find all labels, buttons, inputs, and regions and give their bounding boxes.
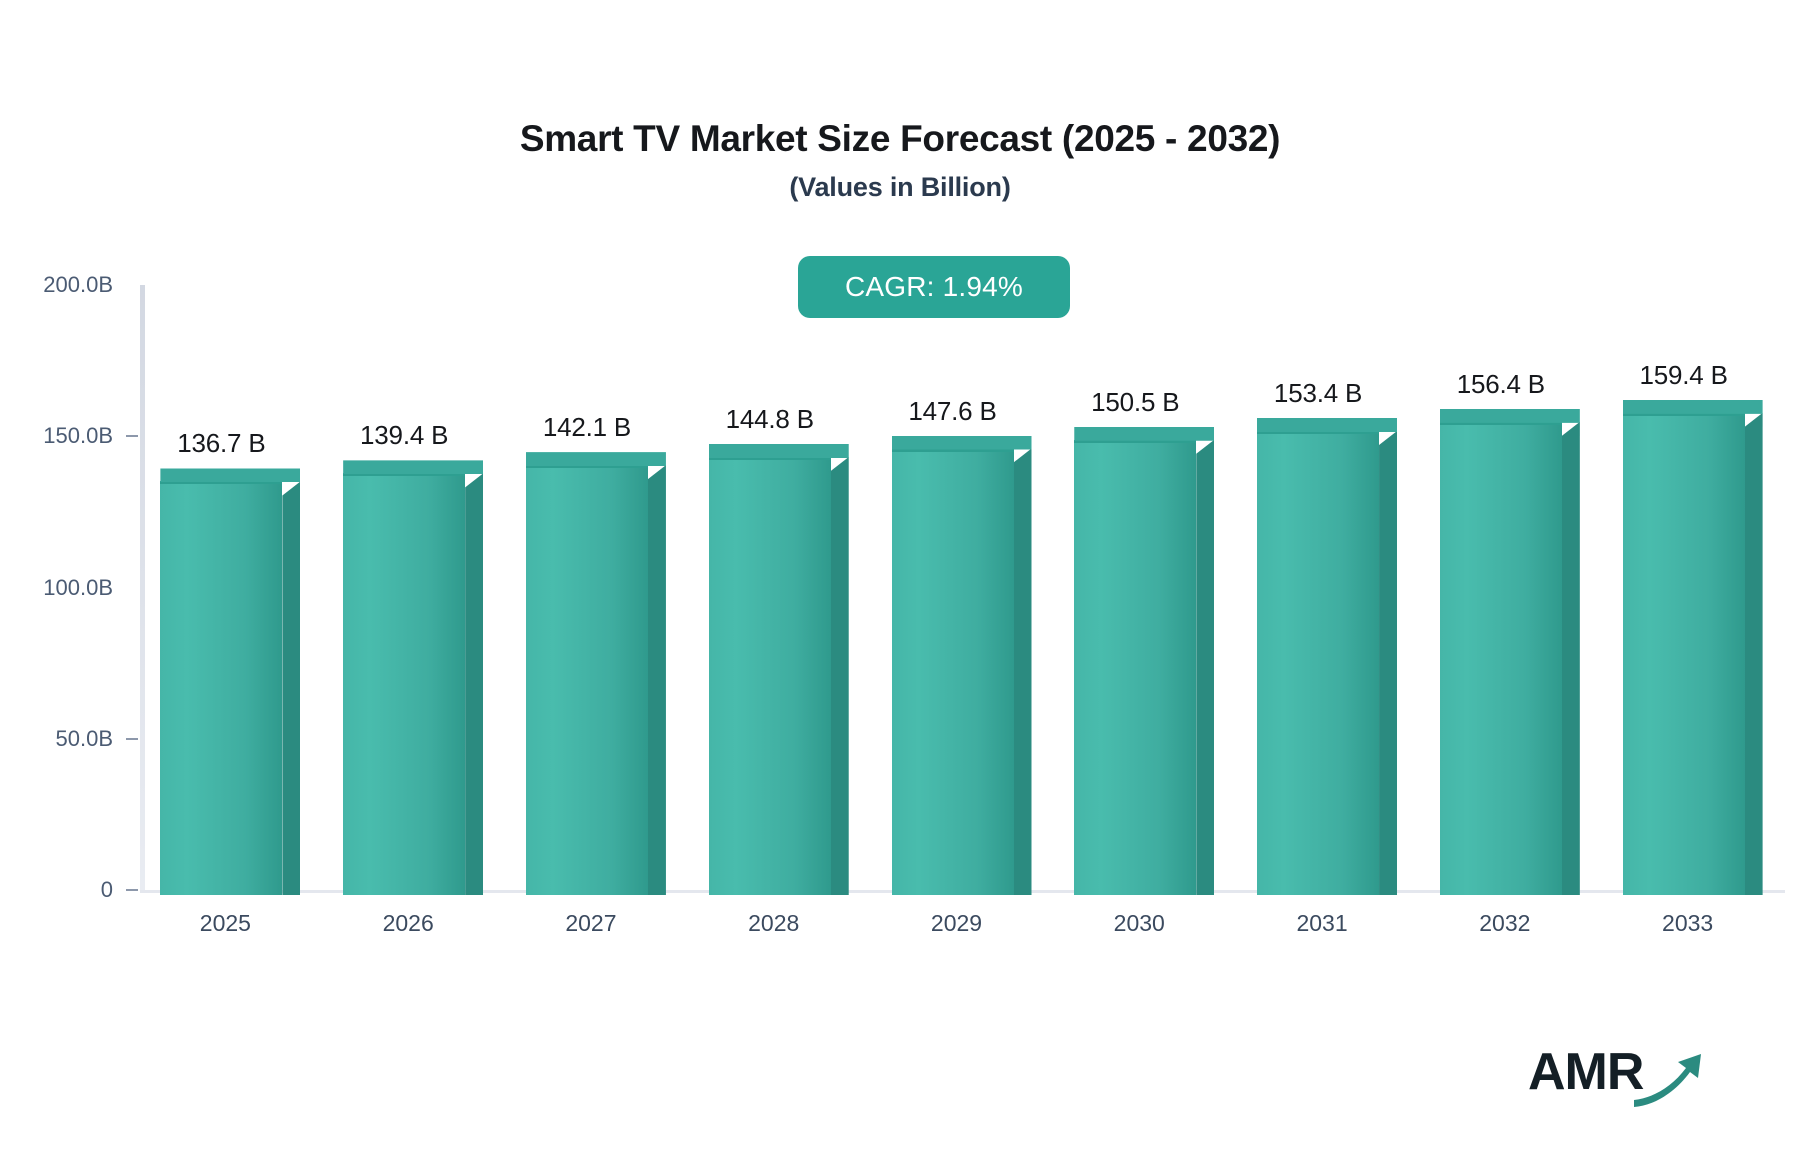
bar-side-face bbox=[282, 481, 301, 895]
bar-value-label: 159.4 B bbox=[1639, 359, 1728, 390]
x-axis-tick-label: 2028 bbox=[748, 910, 800, 936]
bar-side-face bbox=[1196, 439, 1215, 895]
bar-2032: 156.4 B bbox=[1439, 369, 1580, 895]
y-axis-tick-label: 0 bbox=[100, 877, 113, 902]
x-axis-tick-label: 2026 bbox=[382, 910, 434, 936]
amr-logo: AMR bbox=[1528, 1040, 1708, 1110]
bar-side-face bbox=[1379, 430, 1398, 895]
bar-front-face bbox=[1439, 421, 1562, 895]
y-axis-tick-label: 50.0B bbox=[55, 725, 114, 751]
bar-value-label: 147.6 B bbox=[908, 395, 997, 426]
x-axis-tick-label: 2025 bbox=[199, 910, 251, 936]
bar-2026: 139.4 B bbox=[343, 420, 484, 895]
y-axis-tick-mark bbox=[126, 737, 138, 740]
bar-2031: 153.4 B bbox=[1257, 378, 1398, 895]
y-axis-tick-mark bbox=[126, 435, 138, 438]
plot-area: 200.0B 150.0B 100.0B 50.0B 0 136.7 B 139.4 B 1… bbox=[43, 272, 1785, 936]
x-axis-tick-label: 2032 bbox=[1479, 910, 1531, 936]
bar-top-face bbox=[891, 435, 1032, 450]
y-axis-tick-label: 200.0B bbox=[43, 272, 113, 297]
bar-value-label: 144.8 B bbox=[725, 403, 814, 434]
cagr-badge: CAGR: 1.94% bbox=[798, 256, 1070, 318]
bar-side-face bbox=[465, 473, 484, 895]
bar-top-face bbox=[1257, 417, 1398, 432]
y-axis-tick-label: 150.0B bbox=[43, 423, 113, 449]
bar-top-face bbox=[160, 468, 301, 483]
bar-value-label: 153.4 B bbox=[1273, 377, 1363, 408]
bar-front-face bbox=[160, 481, 283, 895]
x-axis-tick-label: 2027 bbox=[565, 910, 617, 936]
cagr-badge-label: CAGR: 1.94% bbox=[844, 271, 1024, 302]
bar-top-face bbox=[343, 460, 484, 475]
bar-top-face bbox=[1074, 426, 1215, 441]
bar-front-face bbox=[1257, 430, 1380, 895]
bar-value-label: 150.5 B bbox=[1091, 386, 1180, 417]
bar-front-face bbox=[1622, 412, 1745, 895]
growth-arrow-icon bbox=[1634, 1054, 1701, 1107]
bar-top-face bbox=[708, 443, 849, 458]
bar-top-face bbox=[1622, 399, 1763, 414]
x-axis-tick-label: 2030 bbox=[1113, 910, 1165, 936]
y-axis-line bbox=[140, 285, 145, 890]
bar-top-face bbox=[1439, 408, 1580, 423]
bar-front-face bbox=[891, 448, 1014, 895]
bar-front-face bbox=[525, 465, 648, 895]
x-axis-tick-label: 2029 bbox=[930, 910, 983, 936]
page-title: Smart TV Market Size Forecast (2025 - 20… bbox=[519, 118, 1281, 159]
x-axis-tick-label: 2031 bbox=[1296, 910, 1348, 936]
bar-side-face bbox=[830, 456, 849, 895]
bar-2028: 144.8 B bbox=[708, 404, 849, 895]
bar-value-label: 142.1 B bbox=[542, 412, 632, 443]
x-axis-tick-label: 2033 bbox=[1662, 910, 1714, 936]
bar-2025: 136.7 B bbox=[160, 428, 301, 895]
bar-side-face bbox=[647, 465, 666, 895]
bar-top-face bbox=[525, 452, 666, 467]
bar-front-face bbox=[343, 473, 466, 895]
y-axis-tick-label: 100.0B bbox=[43, 574, 113, 600]
bar-2033: 159.4 B bbox=[1622, 360, 1763, 895]
y-axis-tick-mark bbox=[126, 889, 138, 891]
bar-2030: 150.5 B bbox=[1074, 387, 1215, 895]
bar-side-face bbox=[1013, 448, 1032, 895]
chart-subtitle: (Values in Billion) bbox=[789, 172, 1011, 202]
bar-2029: 147.6 B bbox=[891, 396, 1032, 895]
bar-2027: 142.1 B bbox=[525, 412, 666, 895]
bar-value-label: 139.4 B bbox=[360, 420, 449, 451]
amr-logo-text: AMR bbox=[1528, 1043, 1644, 1101]
bar-value-label: 156.4 B bbox=[1456, 368, 1545, 399]
bar-side-face bbox=[1561, 421, 1580, 895]
bar-value-label: 136.7 B bbox=[177, 428, 266, 459]
bar-side-face bbox=[1744, 412, 1763, 895]
bar-front-face bbox=[708, 456, 831, 895]
bar-front-face bbox=[1074, 439, 1197, 895]
